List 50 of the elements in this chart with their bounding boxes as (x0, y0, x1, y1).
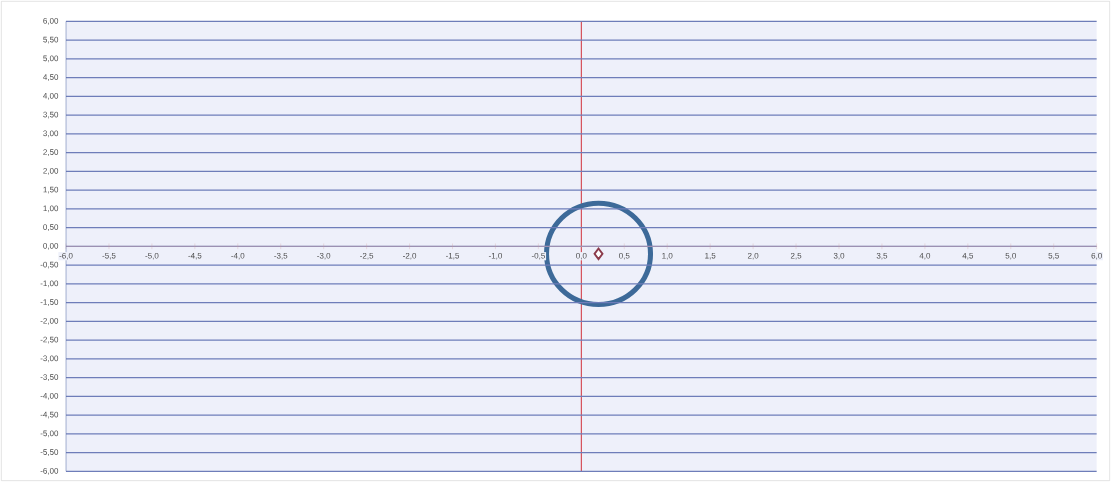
x-tick-label: 2,5 (790, 252, 802, 260)
x-tick-label: 4,5 (962, 252, 974, 260)
y-tick-label: 5,00 (43, 55, 59, 63)
y-tick-label: -2,50 (40, 336, 59, 344)
y-tick-label: -4,00 (40, 393, 59, 400)
x-tick-label: -5,5 (102, 252, 116, 260)
x-tick-label: -6,0 (59, 252, 73, 260)
x-tick-label: 1,5 (705, 252, 716, 260)
x-tick-label: 5,0 (1005, 252, 1017, 260)
x-tick-label: 4,0 (919, 252, 931, 260)
x-tick-label: 5,5 (1048, 252, 1059, 260)
x-tick-label: -2,5 (360, 252, 374, 260)
y-tick-label: 3,50 (43, 111, 59, 119)
y-tick-label: -3,50 (40, 374, 59, 381)
y-tick-label: -1,00 (40, 280, 59, 288)
y-tick-label: 2,00 (43, 168, 59, 175)
x-tick-label: -1,0 (488, 252, 503, 260)
x-tick-label: -1,5 (445, 252, 460, 260)
y-tick-label: -6,00 (40, 468, 59, 475)
x-tick-label: 0,5 (619, 252, 630, 260)
y-tick-label: -1,50 (40, 299, 59, 306)
y-tick-label: -5,00 (40, 430, 59, 438)
x-tick-label: -4,0 (231, 252, 245, 260)
y-tick-label: -5,50 (40, 449, 59, 456)
y-tick-label: -0,50 (40, 261, 59, 269)
y-tick-label: -4,50 (40, 411, 59, 419)
y-tick-label: 0,00 (43, 243, 59, 250)
x-tick-label: 3,5 (876, 252, 888, 260)
y-tick-label: 6,00 (43, 18, 59, 25)
y-tick-label: 1,50 (43, 186, 59, 194)
x-tick-label: -0,5 (531, 252, 545, 260)
y-tick-label: 0,50 (43, 224, 59, 231)
y-tick-label: -3,00 (40, 355, 59, 363)
y-tick-label: 4,50 (43, 74, 59, 81)
x-tick-label: -3,5 (274, 252, 288, 260)
x-tick-label: 0,0 (576, 252, 587, 260)
x-tick-label: 3,0 (833, 252, 845, 260)
y-tick-label: 1,00 (43, 205, 59, 213)
y-tick-label: 2,50 (43, 149, 59, 156)
y-tick-label: -2,00 (40, 318, 59, 325)
y-tick-label: 5,50 (43, 36, 59, 44)
x-tick-label: 1,0 (662, 252, 673, 260)
x-tick-label: -3,0 (317, 252, 331, 260)
x-tick-label: 2,0 (747, 252, 759, 260)
y-tick-label: 3,00 (43, 130, 59, 138)
y-tick-label: 4,00 (43, 93, 59, 100)
x-tick-label: 6,0 (1091, 252, 1102, 260)
x-tick-label: -2,0 (403, 252, 417, 260)
x-tick-label: -4,5 (188, 252, 202, 260)
x-tick-label: -5,0 (145, 252, 159, 260)
